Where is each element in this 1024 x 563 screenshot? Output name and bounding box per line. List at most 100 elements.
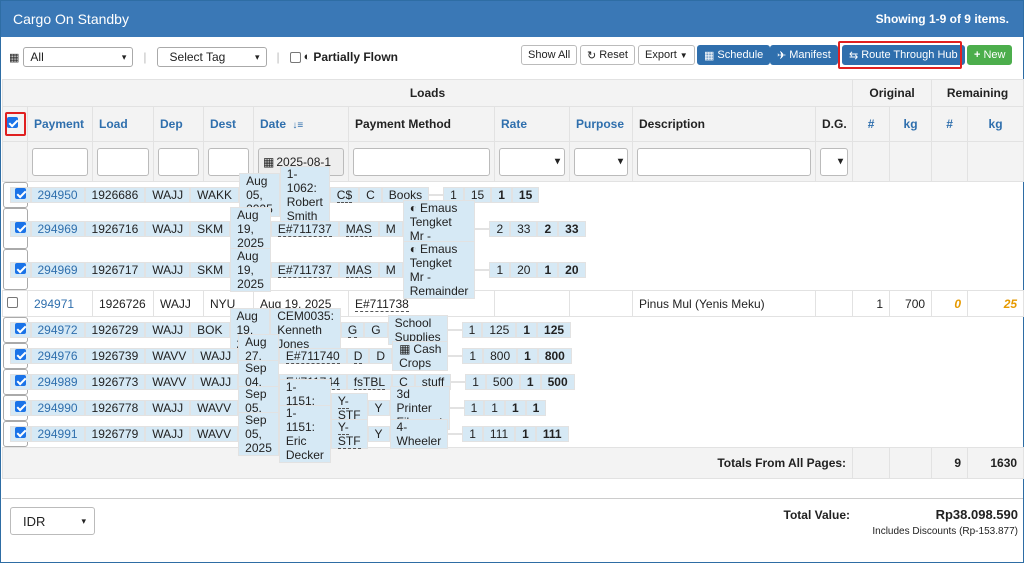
cargo-table: Loads Original Remaining Payment Load De… xyxy=(1,79,1024,479)
table-row[interactable]: 294969 1926716 WAJJ SKM Aug 19, 2025 E#711737… xyxy=(2,199,586,258)
col-rate[interactable]: Rate xyxy=(494,106,570,142)
payment-method-text: CEM0035: Kenneth Jones xyxy=(277,309,334,351)
dest-filter[interactable] xyxy=(208,147,249,176)
row-checkbox[interactable] xyxy=(14,323,26,334)
filter-cell xyxy=(889,141,933,182)
row-checkbox[interactable] xyxy=(14,262,26,274)
route-through-hub-button[interactable]: ⇆ Route Through Hub xyxy=(842,45,965,65)
dep-cell: WAVV xyxy=(145,348,194,364)
rem-count-cell: 2 xyxy=(537,220,559,237)
payment-link[interactable]: 294969 xyxy=(30,261,85,278)
row-checkbox[interactable] xyxy=(14,375,26,386)
half-circle-icon: ◐ xyxy=(409,200,417,215)
payment-filter[interactable] xyxy=(32,147,88,176)
select-all-checkbox[interactable] xyxy=(7,117,18,128)
route-button-highlight xyxy=(838,41,962,69)
col-rem-count[interactable]: # xyxy=(931,106,969,142)
rate-filter[interactable]: ▾ xyxy=(499,147,565,176)
row-checkbox[interactable] xyxy=(14,427,26,438)
rate-text[interactable]: Y-STF xyxy=(337,394,361,423)
table-row[interactable]: 294971 1926726 WAJJ NYU Aug 19, 2025 E#711738… xyxy=(2,290,1024,317)
tag-select[interactable]: Select Tag ▾ xyxy=(156,47,267,67)
dg-cell xyxy=(447,329,462,331)
show-all-button[interactable]: Show All xyxy=(521,45,578,65)
dep-cell: WAJJ xyxy=(145,220,191,237)
col-date[interactable]: Date ↓≡ xyxy=(253,106,349,142)
payment-link[interactable]: 294969 xyxy=(30,220,85,237)
payment-link[interactable]: 294971 xyxy=(27,290,93,317)
col-dep[interactable]: Dep xyxy=(153,106,204,142)
row-checkbox[interactable] xyxy=(14,221,26,233)
orig-count-cell: 1 xyxy=(852,290,891,317)
payment-link[interactable]: 294950 xyxy=(30,187,85,203)
col-rem-kg[interactable]: kg xyxy=(967,106,1024,142)
payment-method-filter[interactable] xyxy=(353,147,490,176)
dg-cell xyxy=(475,268,490,271)
reset-button[interactable]: ↻ Reset xyxy=(580,45,635,65)
filter-cell xyxy=(967,141,1024,182)
date-range-select[interactable]: All ▾ xyxy=(23,47,134,67)
payment-method-cell: E#711740 xyxy=(278,348,347,364)
load-cell: 1926717 xyxy=(84,261,146,278)
payment-link[interactable]: 294989 xyxy=(30,374,85,390)
payment-link[interactable]: 294991 xyxy=(30,426,85,442)
rate-text[interactable]: D xyxy=(353,349,363,364)
rate-text[interactable]: MAS xyxy=(345,221,372,237)
date-cell: Aug 19, 2025 xyxy=(230,247,271,292)
dg-filter[interactable]: ▾ xyxy=(820,147,849,176)
payment-method-text[interactable]: E#711738 xyxy=(355,296,409,312)
table-row[interactable]: 294969 1926717 WAJJ SKM Aug 19, 2025 E#711737… xyxy=(2,240,586,299)
row-checkbox[interactable] xyxy=(14,401,26,412)
col-orig-count[interactable]: # xyxy=(852,106,891,142)
export-button[interactable]: Export ▼ xyxy=(638,45,695,65)
table-row[interactable]: 294991 1926779 WAJJ WAVV Sep 05, 2025 1-1151:… xyxy=(2,405,569,463)
payment-link[interactable]: 294972 xyxy=(30,322,85,338)
col-payment-method: Payment Method xyxy=(348,106,495,142)
rate-text[interactable]: G xyxy=(347,323,358,338)
col-orig-kg[interactable]: kg xyxy=(889,106,933,142)
partially-flown-checkbox[interactable] xyxy=(289,51,301,63)
row-checkbox[interactable] xyxy=(7,296,18,308)
col-dest[interactable]: Dest xyxy=(203,106,254,142)
rate-cell: fsTBL xyxy=(346,374,393,390)
purpose-filter[interactable]: ▾ xyxy=(574,147,628,176)
orig-kg-cell: 15 xyxy=(463,187,492,203)
rate-text[interactable]: C$ xyxy=(336,188,353,203)
dep-filter[interactable] xyxy=(158,147,199,176)
manifest-button[interactable]: ✈ Manifest xyxy=(770,45,838,65)
description-cell: Books xyxy=(381,187,430,203)
rate-text[interactable]: MAS xyxy=(345,262,372,278)
purpose-cell: Y xyxy=(367,426,390,442)
description-filter[interactable] xyxy=(637,147,811,176)
load-filter[interactable] xyxy=(97,147,149,176)
purpose-cell: D xyxy=(369,348,393,364)
row-checkbox[interactable] xyxy=(14,349,26,360)
new-button[interactable]: + New xyxy=(967,45,1013,65)
description-cell: Pinus Mul (Yenis Meku) xyxy=(632,290,816,317)
payment-method-cell: E#711737 xyxy=(270,220,339,237)
payment-method-text: 1-1062: Robert Smith xyxy=(286,167,323,223)
schedule-button[interactable]: ▦ Schedule xyxy=(697,45,771,65)
filter-cell: ▾ xyxy=(494,141,570,182)
dg-cell xyxy=(448,433,463,435)
col-purpose[interactable]: Purpose xyxy=(569,106,633,142)
rate-text[interactable]: Y-STF xyxy=(337,420,361,449)
rate-text[interactable]: fsTBL xyxy=(353,375,386,390)
payment-link[interactable]: 294990 xyxy=(30,400,85,416)
col-payment[interactable]: Payment xyxy=(27,106,93,142)
row-checkbox[interactable] xyxy=(14,188,26,199)
payment-method-text[interactable]: E#711740 xyxy=(285,349,340,364)
select-all-highlight xyxy=(5,112,26,136)
description-cell: ▦ Cash Crops xyxy=(392,341,449,371)
currency-select[interactable]: IDR ▾ xyxy=(10,507,95,535)
payment-method-text[interactable]: E#711737 xyxy=(277,221,332,237)
payment-method-text[interactable]: E#711737 xyxy=(277,262,332,278)
payment-link[interactable]: 294976 xyxy=(30,348,85,364)
col-load[interactable]: Load xyxy=(92,106,154,142)
